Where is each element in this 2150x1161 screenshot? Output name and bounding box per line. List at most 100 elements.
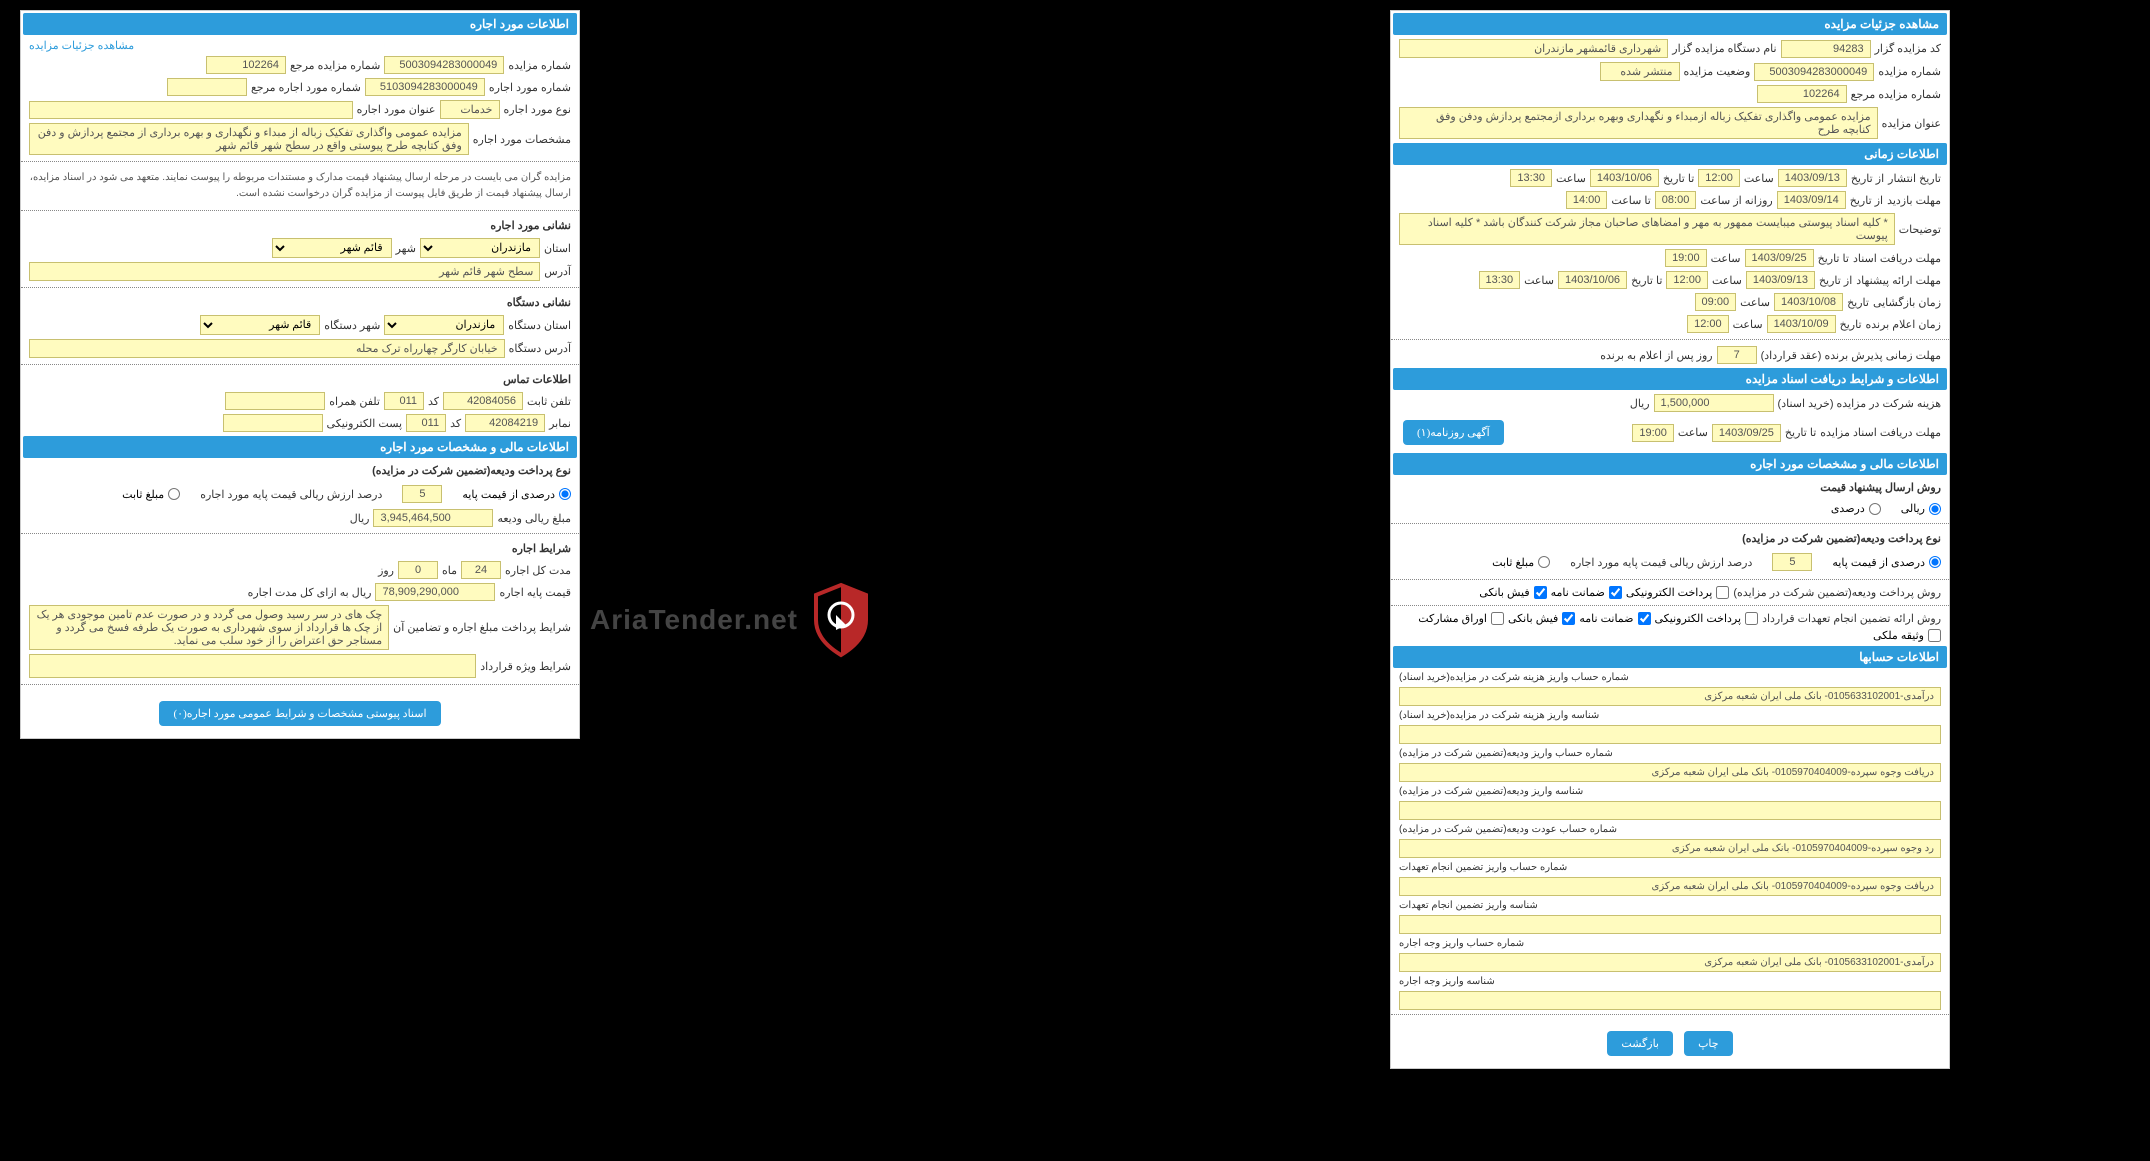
val-notes: * کلیه اسناد پیوستی میبایست ممهور به مهر… <box>1399 213 1895 245</box>
radio-pctbase[interactable] <box>1929 556 1941 568</box>
val-off-to: 1403/10/06 <box>1558 271 1627 289</box>
sel-ocity[interactable]: قائم شهر <box>200 315 320 335</box>
attachments-btn[interactable]: اسناد پیوستی مشخصات و شرایط عمومی مورد ا… <box>159 701 440 726</box>
sel-city[interactable]: قائم شهر <box>272 238 392 258</box>
val-off-from: 1403/09/13 <box>1746 271 1815 289</box>
lbl-pctb2: درصدی از قیمت پایه <box>462 488 555 501</box>
acc-val3: دریافت وجوه سپرده-0105970404009- بانک مل… <box>1399 763 1941 782</box>
lbl-daysafter: روز پس از اعلام به برنده <box>1600 349 1712 362</box>
chk-epay1[interactable] <box>1716 586 1729 599</box>
lbl-bprice: قیمت پایه اجاره <box>499 586 571 599</box>
lbl-offer: مهلت ارائه پیشنهاد <box>1856 274 1941 287</box>
lbl-damt: مبلغ ریالی ودیعه <box>497 512 571 525</box>
back-btn[interactable]: بازگشت <box>1607 1031 1673 1056</box>
val-pub-time: 12:00 <box>1698 169 1740 187</box>
header-receive: اطلاعات و شرایط دریافت اسناد مزایده <box>1393 368 1947 390</box>
lbl-date2: تاریخ <box>1840 318 1862 331</box>
radio-rial[interactable] <box>1929 503 1941 515</box>
lbl-city: شهر <box>396 242 416 255</box>
lbl-guar1: ضمانت نامه <box>1551 586 1605 599</box>
acc-val8: درآمدی-0105633102001- بانک ملی ایران شعب… <box>1399 953 1941 972</box>
chk-rcpt2[interactable] <box>1562 612 1575 625</box>
acc-lbl2: شناسه واریز هزینه شرکت در مزایده(خرید اس… <box>1391 708 1949 723</box>
lbl-from2: از تاریخ <box>1850 194 1883 207</box>
shield-icon <box>806 580 876 660</box>
acc-val6: دریافت وجوه سپرده-0105970404009- بانک مل… <box>1399 877 1941 896</box>
acc-lbl7: شناسه واریز تضمین انجام تعهدات <box>1391 898 1949 913</box>
acc-lbl5: شماره حساب عودت ودیعه(تضمین شرکت در مزای… <box>1391 822 1949 837</box>
acc-val1: درآمدی-0105633102001- بانک ملی ایران شعب… <box>1399 687 1941 706</box>
acc-val2 <box>1399 725 1941 744</box>
file-note: مزایده گران می بایست در مرحله ارسال پیشن… <box>21 166 579 206</box>
radio-fixed[interactable] <box>1538 556 1550 568</box>
lbl-day: روز <box>378 564 394 577</box>
lbl-rial1: ریال <box>1630 397 1650 410</box>
lbl-from3: از تاریخ <box>1819 274 1852 287</box>
chk-guarantee1[interactable] <box>1609 586 1622 599</box>
header-accounts: اطلاعات حسابها <box>1393 646 1947 668</box>
val-rent-type: خدمات <box>440 100 500 119</box>
val-open-time: 09:00 <box>1695 293 1737 311</box>
details-link[interactable]: مشاهده جزئیات مزایده <box>21 37 142 54</box>
val-email <box>223 414 323 432</box>
lbl-month: ماه <box>442 564 457 577</box>
lbl-rent-title: عنوان مورد اجاره <box>357 103 436 116</box>
chk-epay2[interactable] <box>1745 612 1758 625</box>
chk-shares[interactable] <box>1491 612 1504 625</box>
lbl-code2: کد <box>450 417 461 430</box>
val-status: منتشر شده <box>1600 62 1680 81</box>
val-cost: 1,500,000 <box>1654 394 1774 412</box>
acc-val5: رد وجوه سپرده-0105970404009- بانک ملی ای… <box>1399 839 1941 858</box>
val-fax: 42084219 <box>465 414 545 432</box>
val-org-name: شهرداری قائمشهر مازندران <box>1399 39 1668 58</box>
logo: AriaTender.net <box>590 580 876 660</box>
lbl-dep-pct: درصد ارزش ریالی قیمت پایه مورد اجاره <box>1570 556 1752 569</box>
lbl-time8: ساعت <box>1678 426 1708 439</box>
val-bprice: 78,909,290,000 <box>375 583 495 601</box>
radio-percent[interactable] <box>1869 503 1881 515</box>
lbl-fax: نمابر <box>549 417 571 430</box>
lbl-auction-code: کد مزایده گزار <box>1875 42 1941 55</box>
lbl-guar2: ضمانت نامه <box>1579 612 1633 625</box>
acc-lbl4: شناسه واریز ودیعه(تضمین شرکت در مزایده) <box>1391 784 1949 799</box>
sel-oprov[interactable]: مازندران <box>384 315 504 335</box>
val-oaddr: خیابان کارگر چهارراه ترک محله <box>29 339 505 358</box>
lbl-phone: تلفن ثابت <box>527 395 571 408</box>
lbl-winner: زمان اعلام برنده <box>1866 318 1941 331</box>
chk-guar2[interactable] <box>1638 612 1651 625</box>
newspaper-btn[interactable]: آگهی روزنامه(۱) <box>1403 420 1504 445</box>
val-auction-code: 94283 <box>1781 40 1871 58</box>
chk-receipt1[interactable] <box>1534 586 1547 599</box>
chk-prop[interactable] <box>1928 629 1941 642</box>
radio-fix2[interactable] <box>168 488 180 500</box>
lbl-time6: ساعت <box>1740 296 1770 309</box>
acc-val7 <box>1399 915 1941 934</box>
lbl-addr: آدرس <box>544 265 571 278</box>
val-doc-time: 19:00 <box>1665 249 1707 267</box>
val-title: مزایده عمومی واگذاری تفکیک زباله ازمبداء… <box>1399 107 1878 139</box>
lbl-to1: تا تاریخ <box>1663 172 1694 185</box>
val-open-date: 1403/10/08 <box>1774 293 1843 311</box>
val-auction-num: 5003094283000049 <box>1754 63 1874 81</box>
lbl-oprov: استان دستگاه <box>508 319 571 332</box>
lbl-fixed: مبلغ ثابت <box>1492 556 1534 569</box>
radio-pctb2[interactable] <box>559 488 571 500</box>
val-dpct2: 5 <box>402 485 442 503</box>
acc-val4 <box>1399 801 1941 820</box>
lbl-rial-m: ریالی <box>1901 502 1925 515</box>
val-mobile <box>225 392 325 410</box>
lbl-opening: زمان بازگشایی <box>1873 296 1941 309</box>
lbl-fix2: مبلغ ثابت <box>122 488 164 501</box>
val-special <box>29 654 476 678</box>
val-pcode: 011 <box>384 392 424 410</box>
lbl-rentref: شماره مورد اجاره مرجع <box>251 81 361 94</box>
lbl-org-addr-h: نشانی دستگاه <box>21 292 579 313</box>
val-pub-from: 1403/09/13 <box>1778 169 1847 187</box>
lbl-auction-num: شماره مزایده <box>1878 65 1941 78</box>
header-rent: اطلاعات مورد اجاره <box>23 13 577 35</box>
val-fcode: 011 <box>406 414 446 432</box>
print-btn[interactable]: چاپ <box>1684 1031 1733 1056</box>
sel-prov[interactable]: مازندران <box>420 238 540 258</box>
acc-lbl3: شماره حساب واریز ودیعه(تضمین شرکت در مزا… <box>1391 746 1949 761</box>
lbl-status: وضعیت مزایده <box>1684 65 1751 78</box>
